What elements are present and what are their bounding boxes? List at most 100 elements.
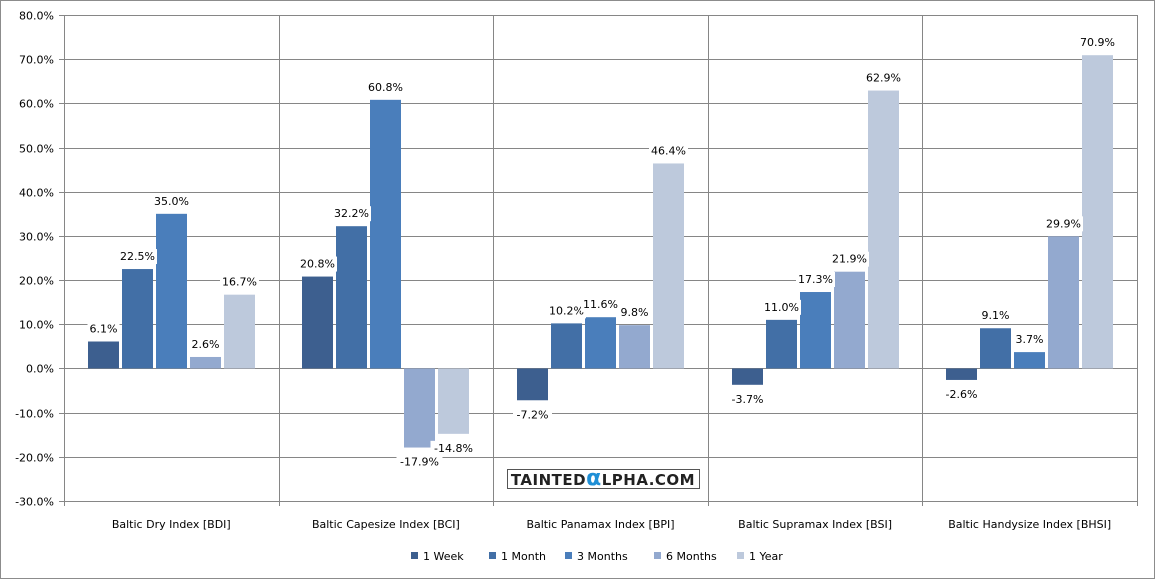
bar [370,99,401,369]
data-label: 11.0% [764,301,799,314]
data-label-background [1078,35,1117,51]
legend-item: 6 Months [654,550,717,563]
y-tick-label: -20.0% [15,452,54,465]
data-label: 70.9% [1080,36,1115,49]
data-label: 17.3% [798,273,833,286]
data-label-background [618,305,651,321]
bar [122,269,153,369]
data-label: 62.9% [866,72,901,85]
data-label-background [189,336,222,352]
bar [980,328,1011,369]
data-label: 32.2% [334,207,369,220]
y-tick-label: 10.0% [19,319,54,332]
data-label-background [830,251,869,267]
data-label-background [332,206,371,222]
bar [156,213,187,369]
data-label-background [728,391,767,407]
category-label: Baltic Panamax Index [BPI] [526,518,674,531]
category-label: Baltic Dry Index [BDI] [112,518,231,531]
legend-label: 3 Months [577,550,628,563]
y-tick-label: 60.0% [19,98,54,111]
bar [800,292,831,369]
bar [868,90,899,369]
data-label: -2.6% [946,388,978,401]
category-label: Baltic Supramax Index [BSI] [738,518,892,531]
y-tick-label: 80.0% [19,10,54,23]
y-tick-label: 0.0% [26,363,54,376]
legend-item: 1 Week [411,550,464,563]
data-label-background [942,386,981,402]
data-label-background [118,249,157,265]
data-label: 60.8% [368,81,403,94]
data-label: 29.9% [1046,217,1081,230]
data-label: 11.6% [583,298,618,311]
data-label-background [547,303,586,319]
data-label: -3.7% [732,393,764,406]
watermark-border [507,469,700,489]
data-label: 9.8% [621,306,649,319]
y-tick-label: 40.0% [19,187,54,200]
data-label: -14.8% [434,442,473,455]
bar [732,368,763,385]
legend-label: 1 Year [749,550,783,563]
bar [336,226,367,369]
bar [619,325,650,369]
legend-swatch [737,552,744,559]
bar [88,341,119,369]
bar [834,271,865,369]
data-label: 35.0% [154,195,189,208]
data-label-background [87,321,120,337]
bar [224,294,255,369]
bar [190,356,221,369]
data-label-background [864,70,903,86]
data-label: 6.1% [90,323,118,336]
legend-swatch [654,552,661,559]
data-label: 21.9% [832,253,867,266]
bar [1082,55,1113,369]
legend-item: 3 Months [565,550,628,563]
watermark-text: TAINTEDαLPHA.COM [511,466,695,491]
category-label: Baltic Handysize Index [BHSI] [948,518,1111,531]
bar [585,317,616,369]
data-label: -7.2% [517,408,549,421]
data-label-background [396,454,443,470]
y-tick-label: 20.0% [19,275,54,288]
bar [517,368,548,401]
watermark-logo: TAINTEDαLPHA.COM [507,466,700,491]
data-label: 9.1% [982,309,1010,322]
legend-swatch [565,552,572,559]
data-label: 2.6% [192,338,220,351]
data-label-background [762,299,801,315]
data-label-background [220,274,259,290]
bar [1014,352,1045,369]
legend-swatch [489,552,496,559]
data-label-background [1013,332,1046,348]
data-label: 20.8% [300,258,335,271]
legend-item: 1 Year [737,550,783,563]
y-tick-label: -10.0% [15,408,54,421]
data-label: 16.7% [222,276,257,289]
data-label: -17.9% [400,456,439,469]
legend-label: 1 Month [501,550,546,563]
data-label-background [796,272,835,288]
data-label: 46.4% [651,144,686,157]
data-label: 22.5% [120,250,155,263]
bar [438,368,469,434]
data-label-background [430,440,477,456]
data-label-background [366,79,405,95]
y-tick-label: 30.0% [19,231,54,244]
y-tick-label: 50.0% [19,143,54,156]
data-label-background [979,308,1012,324]
bar [766,319,797,369]
legend-label: 6 Months [666,550,717,563]
data-label-background [152,193,191,209]
y-tick-label: -30.0% [15,496,54,509]
data-label-background [513,407,552,423]
data-label: 10.2% [549,304,584,317]
data-label-background [649,143,688,159]
legend-swatch [411,552,418,559]
legend-label: 1 Week [423,550,464,563]
category-label: Baltic Capesize Index [BCI] [312,518,460,531]
data-label-background [1044,216,1083,232]
y-tick-label: 70.0% [19,54,54,67]
